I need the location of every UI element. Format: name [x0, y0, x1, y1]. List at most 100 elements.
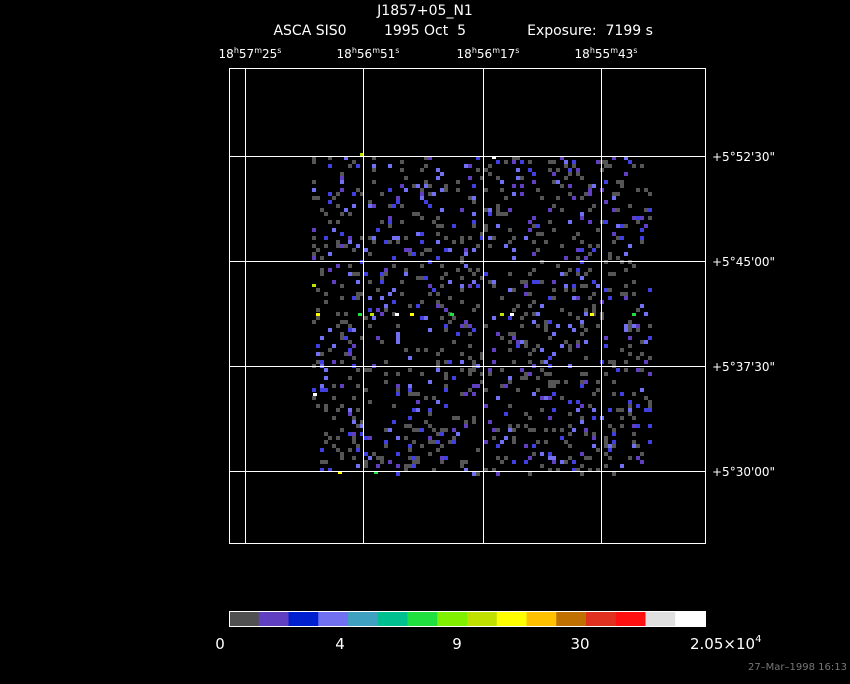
sky-pixel	[632, 324, 636, 328]
sky-pixel	[508, 208, 512, 212]
sky-pixel	[464, 252, 468, 256]
sky-pixel	[408, 448, 412, 452]
sky-pixel	[524, 236, 528, 240]
sky-pixel	[356, 368, 360, 372]
ra-unit: s	[277, 46, 281, 55]
sky-pixel	[460, 256, 464, 260]
sky-pixel	[316, 288, 320, 292]
sky-pixel	[324, 376, 328, 380]
sky-pixel	[604, 436, 608, 440]
sky-pixel	[448, 440, 452, 444]
sky-pixel	[396, 384, 400, 388]
sky-pixel	[572, 160, 576, 164]
sky-pixel	[444, 184, 448, 188]
sky-pixel	[420, 372, 424, 376]
sky-pixel	[384, 428, 388, 432]
sky-pixel	[628, 320, 632, 324]
sky-pixel	[468, 388, 472, 392]
sky-pixel	[500, 460, 504, 464]
sky-pixel	[492, 436, 496, 440]
sky-pixel	[568, 424, 572, 428]
sky-pixel	[412, 408, 416, 412]
sky-pixel	[340, 244, 344, 248]
sky-pixel	[420, 240, 424, 244]
sky-pixel	[424, 420, 428, 424]
sky-pixel	[628, 244, 632, 248]
ra-unit: m	[610, 46, 618, 55]
bright-pixel	[360, 153, 364, 156]
sky-pixel	[424, 164, 428, 168]
sky-pixel	[512, 248, 516, 252]
sky-pixel	[628, 456, 632, 460]
sky-pixel	[396, 464, 400, 468]
sky-pixel	[412, 464, 416, 468]
sky-pixel	[432, 428, 436, 432]
sky-pixel	[472, 308, 476, 312]
sky-pixel	[628, 324, 632, 328]
sky-pixel	[584, 356, 588, 360]
sky-pixel	[524, 312, 528, 316]
dec-label: +5°52'30"	[712, 150, 775, 164]
sky-pixel	[400, 160, 404, 164]
sky-pixel	[396, 236, 400, 240]
sky-pixel	[364, 388, 368, 392]
colorbar-label: 9	[452, 635, 462, 653]
sky-pixel	[644, 312, 648, 316]
sky-pixel	[612, 196, 616, 200]
ra-label: 18h56m17s	[457, 46, 520, 61]
sky-pixel	[340, 332, 344, 336]
sky-pixel	[408, 304, 412, 308]
sky-pixel	[532, 280, 536, 284]
sky-pixel	[520, 176, 524, 180]
sky-pixel	[412, 252, 416, 256]
sky-pixel	[452, 428, 456, 432]
sky-pixel	[372, 236, 376, 240]
ra-digits: 56	[477, 47, 492, 61]
sky-pixel	[368, 252, 372, 256]
colorbar-swatch	[437, 611, 468, 626]
sky-pixel	[408, 248, 412, 252]
sky-pixel	[624, 252, 628, 256]
sky-pixel	[628, 408, 632, 412]
sky-pixel	[632, 280, 636, 284]
sky-pixel	[584, 284, 588, 288]
sky-pixel	[408, 456, 412, 460]
sky-pixel	[464, 460, 468, 464]
sky-pixel	[372, 452, 376, 456]
sky-pixel	[612, 232, 616, 236]
sky-pixel	[472, 280, 476, 284]
sky-pixel	[344, 156, 348, 160]
sky-pixel	[588, 456, 592, 460]
ra-digits: 18	[575, 47, 590, 61]
sky-pixel	[464, 264, 468, 268]
sky-pixel	[568, 412, 572, 416]
colorbar-swatch	[615, 611, 646, 626]
sky-pixel	[456, 268, 460, 272]
sky-pixel	[568, 192, 572, 196]
sky-pixel	[380, 280, 384, 284]
sky-pixel	[312, 396, 316, 400]
sky-pixel	[368, 368, 372, 372]
sky-pixel	[428, 424, 432, 428]
sky-pixel	[460, 300, 464, 304]
sky-pixel	[588, 252, 592, 256]
sky-pixel	[484, 388, 488, 392]
sky-pixel	[584, 380, 588, 384]
sky-pixel	[420, 216, 424, 220]
sky-pixel	[352, 204, 356, 208]
sky-pixel	[368, 296, 372, 300]
sky-pixel	[368, 324, 372, 328]
sky-pixel	[492, 280, 496, 284]
sky-pixel	[508, 332, 512, 336]
sky-pixel	[588, 244, 592, 248]
sky-pixel	[332, 344, 336, 348]
sky-pixel	[588, 192, 592, 196]
sky-pixel	[644, 340, 648, 344]
sky-pixel	[348, 348, 352, 352]
sky-pixel	[464, 320, 468, 324]
sky-pixel	[440, 224, 444, 228]
sky-pixel	[432, 468, 436, 472]
sky-pixel	[320, 388, 324, 392]
sky-pixel	[628, 344, 632, 348]
sky-pixel	[544, 328, 548, 332]
